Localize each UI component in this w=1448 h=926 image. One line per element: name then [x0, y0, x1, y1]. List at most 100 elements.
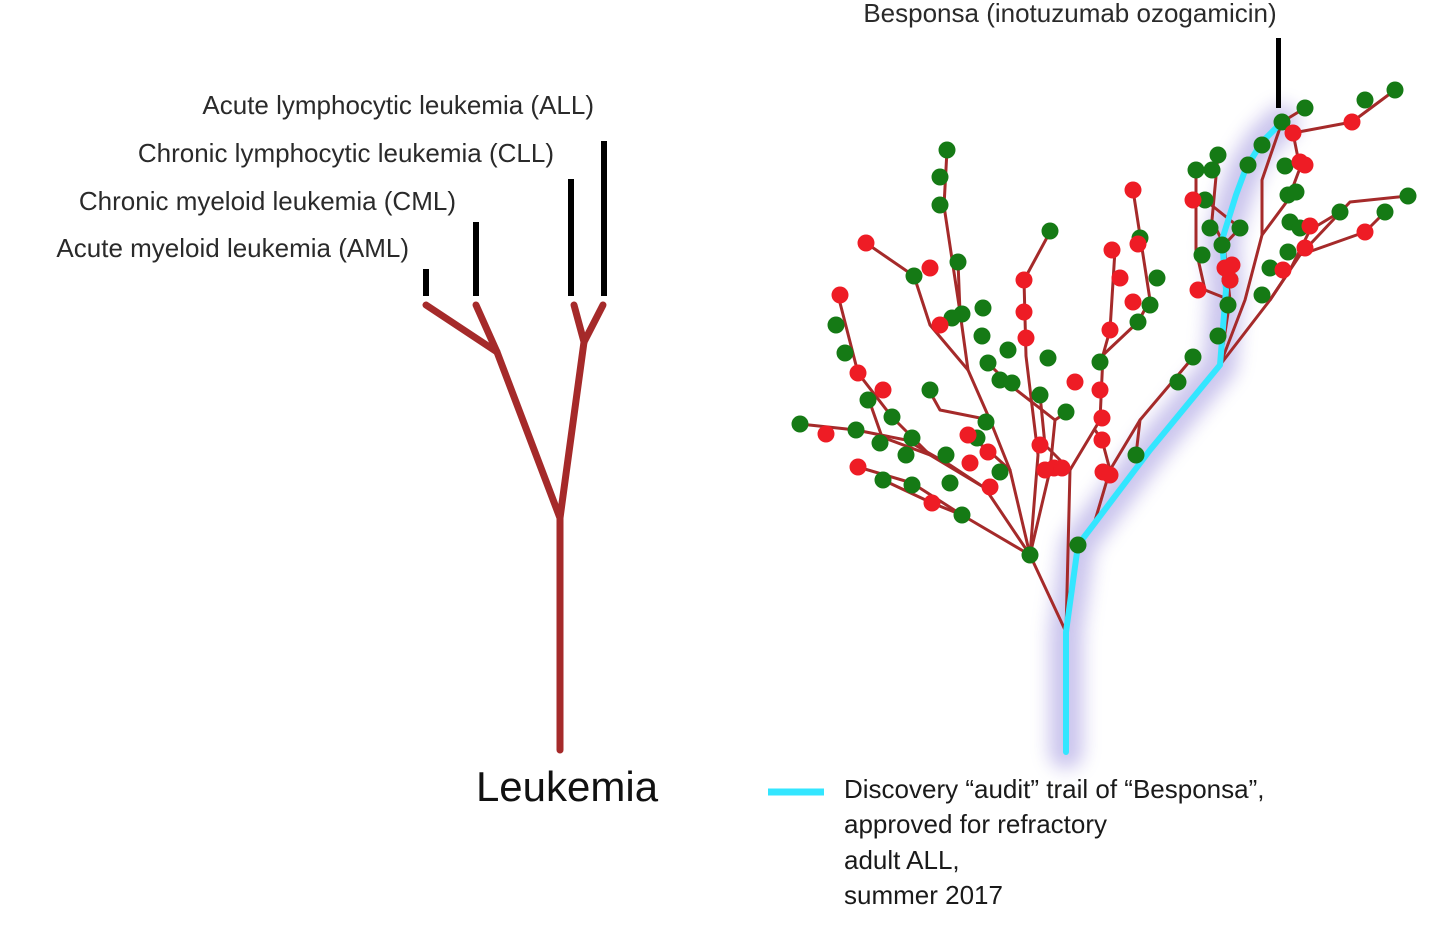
red-node-74	[857, 234, 875, 252]
green-node-67	[1279, 243, 1297, 261]
red-node-118	[1036, 461, 1054, 479]
green-node-24	[791, 415, 809, 433]
red-node-101	[961, 454, 979, 472]
green-node-72	[1399, 187, 1417, 205]
green-node-49	[1187, 161, 1205, 179]
green-node-19	[1031, 386, 1049, 404]
red-node-85	[1093, 409, 1111, 427]
drug-label: Besponsa (inotuzumab ozogamicin)	[863, 0, 1276, 28]
legend-line-1: Discovery “audit” trail of “Besponsa”,	[844, 774, 1264, 804]
red-node-75	[831, 286, 849, 304]
red-node-106	[1189, 281, 1207, 299]
green-node-26	[903, 429, 921, 447]
green-node-4	[949, 253, 967, 271]
cll-height-marker	[568, 179, 574, 296]
red-node-108	[1284, 124, 1302, 142]
green-node-70	[1386, 81, 1404, 99]
green-node-43	[1127, 446, 1145, 464]
green-node-62	[1253, 286, 1271, 304]
green-node-13	[999, 341, 1017, 359]
cml-height-marker	[473, 222, 479, 296]
green-node-47	[1219, 296, 1237, 314]
red-node-90	[1031, 436, 1049, 454]
green-node-45	[1184, 348, 1202, 366]
green-node-25	[871, 434, 889, 452]
red-node-91	[1066, 373, 1084, 391]
red-node-116	[1184, 191, 1202, 209]
green-node-36	[1021, 546, 1039, 564]
red-node-89	[1053, 459, 1071, 477]
taxonomy-branches	[422, 301, 607, 754]
green-node-51	[1209, 146, 1227, 164]
tree-branch	[1194, 168, 1232, 302]
green-node-50	[1203, 161, 1221, 179]
legend: Discovery “audit” trail of “Besponsa”, a…	[768, 774, 1264, 910]
red-node-79	[1124, 181, 1142, 199]
subtype-label-cll: Chronic lymphocytic leukemia (CLL)	[138, 138, 554, 168]
legend-line-4: summer 2017	[844, 880, 1003, 910]
red-node-102	[979, 443, 997, 461]
green-node-22	[883, 408, 901, 426]
tree-branch	[836, 293, 1032, 557]
green-node-57	[1239, 156, 1257, 174]
green-node-44	[1169, 373, 1187, 391]
green-node-3	[931, 196, 949, 214]
green-node-12	[921, 381, 939, 399]
red-node-117	[1101, 466, 1119, 484]
green-node-73	[1276, 157, 1294, 175]
green-node-16	[1003, 374, 1021, 392]
red-node-82	[1124, 293, 1142, 311]
red-node-98	[849, 458, 867, 476]
green-node-39	[1129, 313, 1147, 331]
green-node-55	[1213, 236, 1231, 254]
red-node-93	[1015, 303, 1033, 321]
left-fork-branch	[493, 348, 564, 522]
green-node-59	[1273, 113, 1291, 131]
red-node-111	[1343, 113, 1361, 131]
red-node-76	[921, 259, 939, 277]
red-node-113	[1296, 239, 1314, 257]
green-node-5	[905, 267, 923, 285]
besponsa-marker	[1276, 38, 1281, 108]
all-branch	[580, 301, 607, 346]
red-node-92	[1017, 329, 1035, 347]
green-node-2	[931, 168, 949, 186]
green-node-8	[973, 327, 991, 345]
subtype-label-cml: Chronic myeloid leukemia (CML)	[79, 186, 456, 216]
tree-branch	[1028, 553, 1068, 634]
green-node-18	[1041, 222, 1059, 240]
tree-branch	[1022, 230, 1052, 557]
red-node-80	[1129, 235, 1147, 253]
red-node-96	[874, 381, 892, 399]
green-node-10	[827, 316, 845, 334]
green-node-37	[1069, 536, 1087, 554]
legend-line-2: approved for refractory	[844, 809, 1107, 839]
all-height-marker	[601, 141, 607, 296]
green-node-54	[1193, 246, 1211, 264]
green-node-34	[953, 506, 971, 524]
tree-branch	[1092, 353, 1197, 526]
green-node-23	[847, 421, 865, 439]
subtype-height-markers	[423, 141, 607, 296]
green-node-53	[1201, 219, 1219, 237]
green-node-32	[903, 476, 921, 494]
red-node-114	[1274, 261, 1292, 279]
aml-height-marker	[423, 269, 429, 296]
green-node-52	[1196, 191, 1214, 209]
leukemia-taxonomy-tree: Acute lymphocytic leukemia (ALL) Chronic…	[56, 90, 658, 810]
green-node-33	[941, 474, 959, 492]
green-node-20	[1057, 403, 1075, 421]
red-node-110	[1296, 156, 1314, 174]
green-node-71	[1376, 203, 1394, 221]
green-node-61	[1261, 259, 1279, 277]
right-fork-branch	[556, 338, 588, 522]
green-node-38	[1091, 353, 1109, 371]
discovery-tree: Besponsa (inotuzumab ozogamicin)	[791, 0, 1417, 769]
green-node-21	[859, 391, 877, 409]
red-node-94	[931, 316, 949, 334]
red-node-100	[959, 426, 977, 444]
green-node-58	[1253, 136, 1271, 154]
red-node-84	[1091, 381, 1109, 399]
green-node-46	[1209, 327, 1227, 345]
